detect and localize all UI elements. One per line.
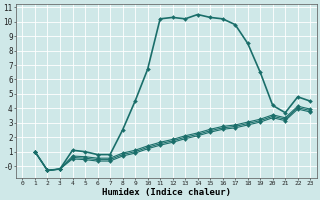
X-axis label: Humidex (Indice chaleur): Humidex (Indice chaleur) [102,188,231,197]
